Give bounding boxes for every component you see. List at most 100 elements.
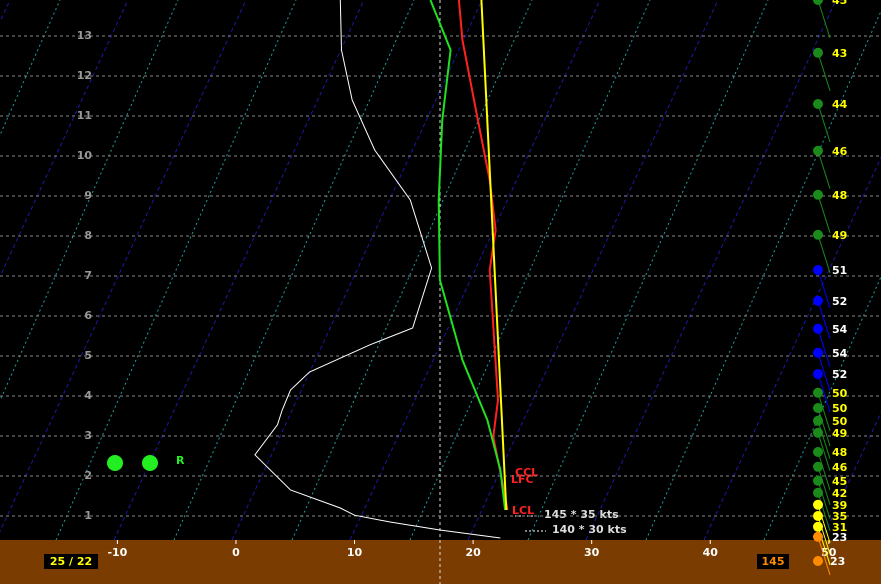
level-label: CCL	[515, 466, 538, 479]
wind-dot	[813, 511, 823, 521]
wind-label: 39	[832, 499, 847, 512]
wind-label: 49	[832, 229, 847, 242]
wind-label: 43	[832, 47, 847, 60]
profile-line	[254, 0, 501, 539]
profile-line	[429, 0, 507, 511]
wind-label: 51	[832, 264, 847, 277]
isotherm	[231, 0, 483, 541]
wind-barb	[817, 373, 831, 413]
isotherm	[349, 0, 601, 541]
y-tick-label: 5	[84, 349, 92, 362]
wind-dot	[813, 427, 823, 438]
wind-dot	[813, 387, 823, 398]
direction: 145	[762, 555, 785, 568]
adiabat	[645, 10, 881, 541]
y-tick-label: 8	[84, 229, 92, 242]
wind-barb	[817, 420, 831, 459]
wind-dot	[813, 99, 823, 109]
y-tick-label: 7	[84, 269, 92, 282]
isotherm	[467, 0, 719, 541]
level-label: LFC	[511, 473, 534, 486]
isotherm	[0, 0, 129, 278]
wind-barb	[817, 407, 831, 447]
x-tick-label: 20	[465, 546, 481, 559]
wind-label: 52	[832, 295, 847, 308]
wind-label: 50	[832, 387, 848, 400]
temp-dew: 25 / 22	[50, 555, 92, 568]
isotherm	[0, 0, 247, 533]
background-lines	[0, 0, 881, 541]
wind-note: 145 * 35 kts	[544, 508, 619, 521]
wind-label: 45	[832, 0, 847, 7]
wind-barb	[817, 432, 831, 471]
y-tick-label: 6	[84, 309, 92, 322]
x-tick-label: -10	[107, 546, 127, 559]
wind-dot	[813, 229, 823, 240]
wind-label: 52	[832, 368, 847, 381]
wind-dot	[813, 521, 823, 532]
wind-dot	[813, 145, 823, 156]
y-tick-label: 2	[84, 469, 92, 482]
wind-label: 35	[832, 510, 847, 523]
wind-note: 140 * 30 kts	[552, 523, 627, 536]
wind-barb	[817, 103, 831, 143]
wind-barb	[817, 504, 831, 543]
surface-dot	[813, 556, 823, 566]
y-tick-label: 4	[84, 389, 92, 402]
wind-barb	[817, 536, 831, 575]
surface-wind: 23	[830, 555, 845, 568]
wind-label: 23	[832, 531, 847, 544]
adiabat	[0, 0, 179, 402]
isotherm	[585, 0, 837, 541]
isotherm	[0, 0, 11, 23]
adiabat	[527, 0, 769, 541]
isotherm	[113, 0, 365, 541]
wind-dot	[813, 461, 823, 472]
x-tick-label: 0	[232, 546, 240, 559]
wind-dot	[813, 487, 823, 498]
wind-barb	[817, 269, 831, 309]
wind-dot	[813, 403, 823, 413]
y-tick-label: 11	[77, 109, 92, 122]
adiabat	[173, 0, 415, 541]
wind-barb	[817, 300, 831, 339]
wind-barb	[817, 480, 831, 519]
wind-barb	[817, 150, 831, 189]
wind-label: 54	[832, 347, 848, 360]
x-tick-label: 50	[821, 546, 837, 559]
wind-label: 54	[832, 323, 848, 336]
wind-dot	[813, 447, 823, 457]
wind-barb	[817, 52, 831, 91]
adiabat	[409, 0, 651, 541]
y-tick-label: 9	[84, 189, 92, 202]
wind-label: 46	[832, 461, 848, 474]
wind-dot	[813, 475, 823, 486]
level-label: LCL	[512, 504, 534, 517]
y-tick-label: 12	[77, 69, 92, 82]
wind-label: 48	[832, 446, 847, 459]
wind-barb	[817, 392, 831, 431]
wind-dot	[813, 0, 823, 5]
wind-label: 45	[832, 475, 847, 488]
wind-dot	[813, 47, 823, 58]
wind-label: 31	[832, 521, 847, 534]
wind-label: 42	[832, 487, 847, 500]
wind-label: 48	[832, 189, 847, 202]
marker-label: R	[176, 454, 185, 467]
wind-barb	[817, 234, 831, 273]
wind-barb	[817, 352, 831, 391]
wind-barb	[817, 492, 831, 531]
box	[44, 554, 98, 569]
y-tick-label: 3	[84, 429, 92, 442]
x-tick-label: 40	[703, 546, 719, 559]
adiabat	[55, 0, 297, 541]
wind-label: 50	[832, 415, 848, 428]
wind-dot	[813, 265, 823, 275]
profile-line	[480, 0, 508, 511]
wind-barb	[817, 328, 831, 367]
wind-barb	[817, 466, 831, 505]
isotherm	[821, 411, 881, 541]
marker-dot	[142, 455, 158, 471]
y-tick-label: 13	[77, 29, 92, 42]
